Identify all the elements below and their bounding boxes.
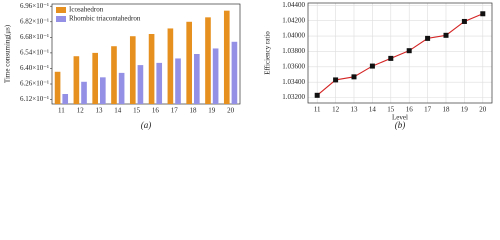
x-tick-label: 15	[133, 107, 141, 115]
x-tick-label: 14	[114, 107, 122, 115]
x-tick-label: 19	[208, 107, 216, 115]
bar	[62, 94, 69, 104]
x-tick-label: 17	[171, 107, 179, 115]
x-tick-label: 12	[332, 106, 340, 114]
legend-label: Icosahedron	[69, 6, 104, 14]
bar	[231, 41, 238, 104]
x-tick-label: 16	[152, 107, 160, 115]
x-tick-label: 20	[227, 107, 235, 115]
bar	[212, 48, 219, 104]
y-tick-label: 6.54×10⁻¹	[20, 48, 49, 56]
x-tick-label: 17	[424, 106, 432, 114]
marker	[406, 48, 412, 54]
y-axis-label: Time consuming(μs)	[4, 24, 12, 83]
panel-label: (a)	[141, 120, 152, 130]
bar	[175, 58, 181, 104]
x-tick-label: 15	[387, 106, 395, 114]
x-axis-label: Level	[392, 114, 408, 122]
y-tick-label: 6.40×10⁻¹	[20, 64, 49, 72]
bar	[137, 65, 144, 104]
y-axis-label: Efficiency ratio	[264, 31, 272, 75]
legend-swatch	[56, 16, 66, 22]
bar	[205, 17, 211, 104]
marker	[443, 32, 449, 38]
plot-frame	[307, 2, 493, 104]
y-tick-label: 1.04200	[282, 16, 305, 24]
bar	[118, 72, 125, 104]
y-tick-label: 1.03400	[282, 78, 305, 86]
x-tick-label: 11	[58, 107, 65, 115]
marker	[480, 11, 486, 17]
marker	[388, 55, 394, 61]
bar	[156, 62, 163, 104]
x-tick-label: 20	[479, 106, 487, 114]
x-tick-label: 11	[314, 106, 321, 114]
bar	[111, 46, 117, 104]
bar	[129, 36, 136, 104]
bar	[100, 77, 106, 104]
x-tick-label: 12	[77, 107, 85, 115]
x-tick-label: 16	[406, 106, 414, 114]
bar	[167, 28, 174, 105]
plot-frame	[51, 3, 241, 105]
y-tick-label: 1.04000	[282, 32, 305, 40]
y-tick-label: 6.68×10⁻¹	[20, 33, 49, 41]
figure: 6.12×10⁻¹ 6.26×10⁻¹ 6.40×10⁻¹ 6.54×10⁻¹ 6.68…	[4, 1, 493, 130]
marker	[333, 77, 339, 83]
marker	[425, 35, 431, 41]
x-tick-label: 18	[443, 106, 451, 114]
panel-label: (b)	[395, 120, 406, 130]
line	[316, 13, 484, 96]
bar	[73, 56, 80, 104]
x-tick-label: 13	[351, 106, 359, 114]
legend-label: Rhombic triacontahedron	[69, 15, 141, 23]
x-tick-label: 14	[369, 106, 377, 114]
y-tick-label: 6.12×10⁻¹	[20, 95, 49, 103]
y-tick-label: 6.26×10⁻¹	[20, 80, 49, 88]
bar	[54, 71, 61, 104]
legend-swatch	[56, 7, 66, 13]
y-tick-label: 6.82×10⁻¹	[20, 17, 49, 25]
bar	[194, 54, 200, 104]
marker	[369, 63, 375, 69]
x-tick-label: 18	[190, 107, 198, 115]
y-tick-label: 6.96×10⁻¹	[20, 2, 49, 10]
bar	[186, 21, 192, 104]
bar	[92, 52, 98, 104]
marker	[314, 92, 320, 98]
bar	[223, 10, 230, 105]
bar	[81, 81, 87, 104]
x-tick-label: 13	[96, 107, 104, 115]
y-tick-label: 1.03200	[282, 93, 305, 101]
y-tick-label: 1.03800	[282, 47, 305, 55]
y-tick-label: 1.03600	[282, 62, 305, 70]
x-tick-label: 19	[461, 106, 469, 114]
marker	[351, 74, 357, 80]
bar	[148, 34, 155, 104]
marker	[461, 18, 467, 24]
y-tick-label: 1.04400	[282, 1, 305, 9]
